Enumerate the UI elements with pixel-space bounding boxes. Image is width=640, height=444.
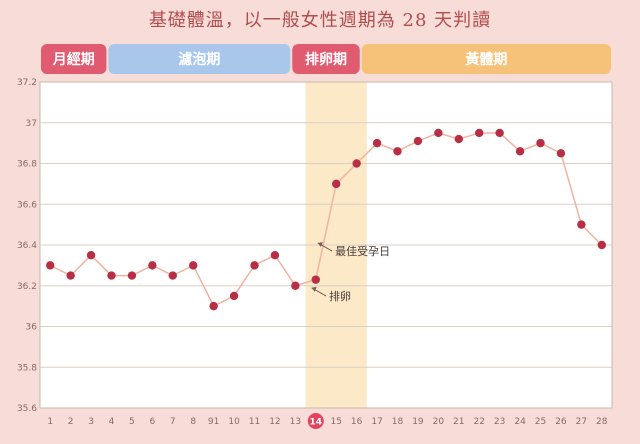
x-tick-label: 28 (596, 417, 608, 427)
highlight-day-marker (307, 413, 324, 429)
data-point (577, 220, 586, 229)
x-tick-label: 23 (494, 417, 505, 427)
x-tick-label: 18 (392, 417, 404, 427)
plot-frame (39, 81, 613, 409)
data-point (107, 271, 116, 280)
x-tick-label: 25 (535, 417, 546, 427)
x-axis-ticks: 1 2 3 4 5 6 7 8 91 10 11 12 13 14 15 16 17 18 19 20 21 22 23 24… (47, 413, 608, 429)
x-tick-label: 26 (555, 417, 567, 427)
phase-label: 濾泡期 (178, 51, 220, 68)
data-point (291, 281, 300, 290)
y-tick-label: 35.8 (17, 363, 37, 373)
data-point (515, 147, 525, 156)
y-tick-label: 36.4 (17, 241, 37, 251)
data-point (189, 261, 198, 270)
data-point (372, 138, 382, 148)
y-tick-label: 36.8 (17, 160, 37, 170)
x-tick-label: 15 (330, 417, 341, 427)
phase-bar (292, 44, 360, 74)
phase-label: 月經期 (52, 51, 95, 68)
x-tick-label: 21 (453, 417, 464, 427)
x-tick-label: 5 (129, 417, 135, 427)
x-tick-label: 20 (433, 417, 445, 427)
x-tick-label: 24 (514, 417, 526, 427)
data-point (393, 147, 402, 156)
x-tick-label: 6 (149, 417, 155, 427)
x-tick-label: 7 (170, 417, 176, 427)
x-tick-label: 14 (310, 418, 323, 428)
data-point (46, 261, 55, 270)
y-tick-label: 36.2 (17, 282, 37, 292)
x-tick-label: 91 (208, 417, 219, 427)
y-tick-label: 36.6 (17, 200, 37, 210)
x-tick-label: 4 (109, 417, 115, 427)
data-point (495, 128, 504, 138)
data-point (229, 291, 239, 301)
data-point (454, 134, 463, 144)
data-point (311, 275, 320, 284)
data-point (148, 261, 157, 270)
data-point (597, 240, 606, 250)
phase-label: 排卵期 (305, 51, 347, 68)
phase-bar (41, 44, 107, 74)
phase-bar-group: 月經期 濾泡期 排卵期 黃體期 (41, 44, 611, 74)
data-point (332, 179, 341, 189)
x-tick-label: 17 (371, 417, 382, 427)
data-point (209, 301, 218, 311)
phase-bar (361, 44, 611, 74)
x-tick-label: 8 (190, 417, 196, 427)
data-point (475, 128, 484, 138)
x-tick-label: 1 (47, 417, 53, 427)
data-point (352, 159, 361, 168)
x-tick-label: 11 (249, 417, 260, 427)
x-tick-label: 10 (228, 417, 240, 427)
data-point (86, 250, 96, 260)
y-tick-label: 35.6 (17, 404, 37, 414)
data-point (413, 136, 423, 146)
annotation-label: 最佳受孕日 (335, 244, 390, 258)
annotation-arrowhead (311, 286, 317, 292)
data-point (127, 271, 137, 280)
data-point (250, 261, 259, 270)
data-point (536, 138, 545, 148)
y-tick-label: 37.2 (17, 78, 37, 88)
x-tick-label: 3 (88, 417, 94, 427)
chart-title: 基礎體溫，以一般女性週期為 28 天判讀 (148, 10, 492, 31)
y-axis-ticks: 35.6 35.8 36 36.2 36.4 36.6 36.8 37 37.2 (17, 78, 37, 414)
x-tick-label: 13 (290, 417, 301, 427)
data-point (66, 271, 75, 280)
temperature-line (49, 132, 603, 308)
x-tick-label: 19 (412, 417, 424, 427)
y-tick-label: 37 (26, 119, 37, 129)
annotation-label: 排卵 (329, 289, 351, 303)
data-point (270, 250, 280, 260)
phase-bar (108, 44, 291, 74)
phase-label: 黃體期 (464, 51, 507, 68)
x-tick-label: 12 (269, 417, 280, 427)
data-point (556, 149, 566, 158)
data-point (168, 271, 177, 280)
x-tick-label: 16 (351, 417, 363, 427)
temperature-series (46, 128, 606, 311)
x-tick-label: 22 (473, 417, 484, 427)
x-tick-label: 27 (576, 417, 587, 427)
data-point (434, 128, 443, 138)
annotation-arrowhead (317, 241, 323, 247)
y-tick-label: 36 (26, 323, 38, 333)
x-tick-label: 2 (68, 417, 74, 427)
